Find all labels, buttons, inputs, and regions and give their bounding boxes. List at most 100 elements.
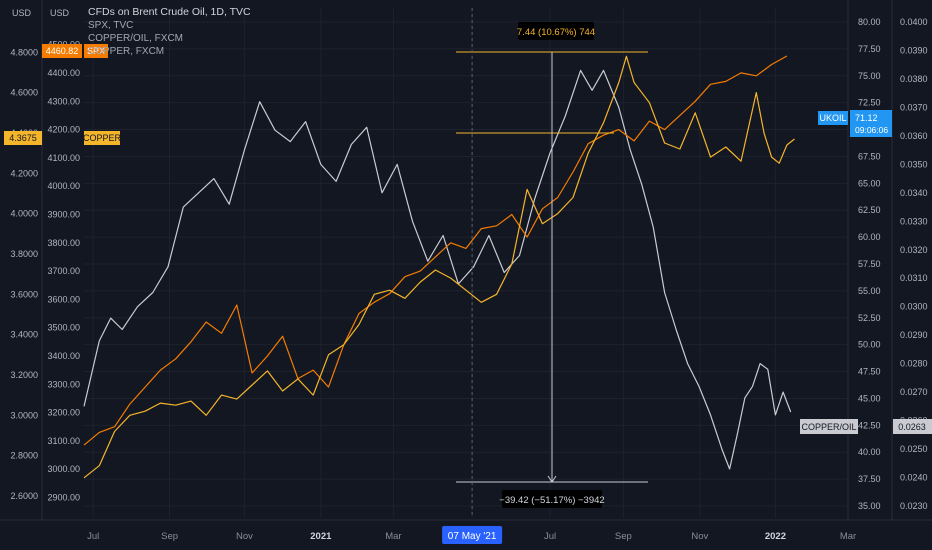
copper-axis-tick: 2.6000 (10, 491, 38, 501)
x-axis-label: Nov (236, 531, 253, 542)
copper-oil-label-badge (800, 419, 858, 434)
ukoil-axis-tick: 77.50 (858, 44, 881, 54)
ukoil-axis-tick: 42.50 (858, 420, 881, 430)
measure-down-label: −39.42 (−51.17%) −3942 (499, 495, 604, 506)
measure-down-badge (502, 490, 602, 508)
x-axis-label: Mar (840, 531, 856, 542)
series-line-copper (83, 55, 795, 479)
spx-axis-tick: 3600.00 (47, 294, 80, 304)
copper-oil-axis-tick: 0.0240 (900, 473, 928, 483)
copper-oil-label-text: COPPER/OIL (801, 422, 856, 432)
ukoil-axis-tick: 75.00 (858, 71, 881, 81)
copper-axis-currency: USD (12, 8, 32, 18)
spx-label-text: SPX (87, 46, 105, 56)
x-axis-label: 2022 (765, 531, 786, 542)
ukoil-axis-tick: 80.00 (858, 17, 881, 27)
ukoil-axis-tick: 57.50 (858, 259, 881, 269)
legend-entry-copper-oil[interactable]: COPPER/OIL, FXCM (88, 33, 184, 44)
spx-axis-tick: 3000.00 (47, 464, 80, 474)
ukoil-label-badge (818, 111, 848, 125)
ukoil-value-text: 71.12 (855, 113, 878, 123)
x-axis-label: Jul (87, 531, 99, 542)
copper-oil-axis-tick: 0.0320 (900, 245, 928, 255)
copper-oil-axis-tick: 0.0230 (900, 501, 928, 511)
ukoil-axis-tick: 40.00 (858, 447, 881, 457)
copper-label-text: COPPER (83, 133, 122, 143)
copper-oil-axis-tick: 0.0350 (900, 159, 928, 169)
spx-label-badge (84, 44, 108, 58)
ukoil-axis-tick: 47.50 (858, 367, 881, 377)
copper-axis-tick: 3.8000 (10, 249, 38, 259)
chart-legend: CFDs on Brent Crude Oil, 1D, TVC SPX, TV… (88, 6, 251, 58)
ukoil-axis-tick: 55.00 (858, 286, 881, 296)
series-line-copper-oil (83, 69, 792, 470)
copper-oil-value-badge (893, 419, 932, 434)
spx-axis-tick: 4400.00 (47, 68, 80, 78)
copper-axis-tick: 4.6000 (10, 88, 38, 98)
chart-title: CFDs on Brent Crude Oil, 1D, TVC (88, 6, 251, 18)
spx-axis-currency: USD (50, 8, 70, 18)
copper-label-badge (84, 131, 120, 145)
spx-value-badge (42, 44, 82, 58)
ukoil-axis-tick: 60.00 (858, 232, 881, 242)
spx-axis-tick: 3100.00 (47, 436, 80, 446)
legend-entry-spx[interactable]: SPX, TVC (88, 20, 134, 31)
spx-axis-tick: 4300.00 (47, 96, 80, 106)
copper-oil-axis-tick: 0.0380 (900, 74, 928, 84)
x-axis-label: Sep (161, 531, 178, 542)
copper-axis-tick: 3.4000 (10, 330, 38, 340)
ukoil-axis-tick: 52.50 (858, 313, 881, 323)
copper-oil-axis-tick: 0.0390 (900, 45, 928, 55)
spx-axis-tick: 3300.00 (47, 379, 80, 389)
copper-axis-tick: 3.6000 (10, 289, 38, 299)
spx-axis-tick: 3800.00 (47, 238, 80, 248)
spx-axis-tick: 3700.00 (47, 266, 80, 276)
copper-oil-axis-tick: 0.0250 (900, 444, 928, 454)
copper-oil-axis-tick: 0.0400 (900, 17, 928, 27)
ukoil-timer-text: 09:06:06 (855, 125, 888, 135)
legend-entry-copper[interactable]: COPPER, FXCM (88, 46, 165, 57)
ukoil-axis-tick: 72.50 (858, 98, 881, 108)
x-axis-label: Nov (691, 531, 708, 542)
copper-axis-tick: 4.8000 (10, 47, 38, 57)
measure-down-arrow (547, 475, 557, 483)
x-axis-label: 2021 (310, 531, 332, 542)
spx-value-text: 4460.82 (46, 46, 79, 56)
copper-oil-axis-tick: 0.0270 (900, 387, 928, 397)
copper-oil-value-text: 0.0263 (898, 422, 926, 432)
ukoil-value-badge (850, 110, 892, 137)
copper-oil-axis-tick: 0.0330 (900, 216, 928, 226)
spx-axis-tick: 3900.00 (47, 209, 80, 219)
spx-axis-tick: 4200.00 (47, 125, 80, 135)
measure-up-badge (518, 22, 594, 40)
ukoil-axis-tick: 65.00 (858, 178, 881, 188)
copper-oil-axis-tick: 0.0300 (900, 302, 928, 312)
spx-axis-tick: 2900.00 (47, 493, 80, 503)
copper-oil-axis-tick: 0.0310 (900, 273, 928, 283)
series-line-spx (83, 55, 788, 446)
copper-axis-tick: 3.2000 (10, 370, 38, 380)
copper-axis-tick: 2.8000 (10, 451, 38, 461)
spx-axis-tick: 4100.00 (47, 153, 80, 163)
copper-value-badge (4, 131, 42, 145)
copper-value-text: 4.3675 (9, 133, 37, 143)
copper-oil-axis-tick: 0.0290 (900, 330, 928, 340)
ukoil-axis-tick: 50.00 (858, 340, 881, 350)
spx-axis-tick: 3200.00 (47, 408, 80, 418)
ukoil-axis-tick: 37.50 (858, 474, 881, 484)
ukoil-label-text: UKOIL (819, 113, 846, 123)
copper-oil-axis-tick: 0.0280 (900, 359, 928, 369)
x-axis-label: Mar (385, 531, 401, 542)
copper-axis-tick: 3.0000 (10, 410, 38, 420)
copper-oil-axis-tick: 0.0370 (900, 102, 928, 112)
x-crosshair-badge (442, 526, 503, 544)
copper-axis-tick: 4.2000 (10, 168, 38, 178)
ukoil-axis-tick: 67.50 (858, 151, 881, 161)
spx-axis-tick: 4000.00 (47, 181, 80, 191)
ukoil-axis-tick: 62.50 (858, 205, 881, 215)
x-axis-label: Jul (544, 531, 556, 542)
ukoil-axis-tick: 35.00 (858, 501, 881, 511)
ukoil-axis-tick: 45.00 (858, 393, 881, 403)
copper-oil-axis-tick: 0.0340 (900, 188, 928, 198)
